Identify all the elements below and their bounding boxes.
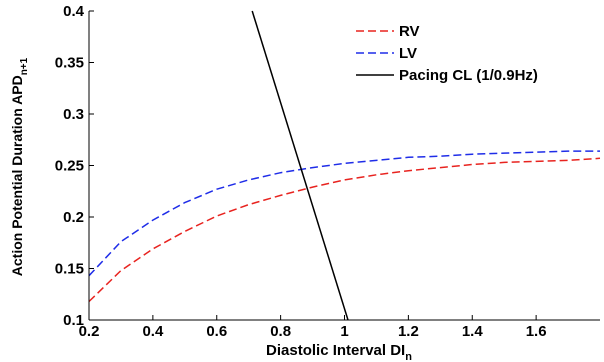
ticks-layer: 0.2 0.4 0.6 0.8 1 1.2 1.4 1.6 0.1 0.15 0.2 0.25 0.3 0…: [55, 3, 547, 340]
x-tick-label: 0.8: [270, 323, 291, 340]
legend-label: LV: [399, 45, 417, 62]
y-tick-label: 0.2: [63, 209, 84, 226]
x-tick-label: 0.2: [79, 323, 100, 340]
x-axis-label: Diastolic Interval DIn: [266, 342, 412, 362]
x-tick-label: 1: [340, 323, 348, 340]
x-tick-label: 1.6: [526, 323, 547, 340]
x-tick-label: 1.4: [462, 323, 484, 340]
x-tick-label: 0.4: [142, 323, 164, 340]
series-line-2: [88, 150, 600, 277]
y-tick-label: 0.4: [63, 3, 85, 20]
x-axis-label-main: Diastolic Interval DI: [266, 342, 405, 359]
y-axis-label: Action Potential Duration APDn+1: [9, 57, 30, 276]
legend: RV LV Pacing CL (1/0.9Hz): [356, 23, 538, 84]
y-tick-label: 0.3: [63, 106, 84, 123]
y-tick-label: 0.25: [55, 158, 84, 175]
series-line-3: [251, 10, 349, 321]
y-axis-label-subscript: n+1: [19, 57, 30, 75]
x-tick-label: 1.2: [398, 323, 419, 340]
y-tick-label: 0.35: [55, 55, 84, 72]
x-tick-label: 0.6: [206, 323, 227, 340]
y-tick-label: 0.1: [63, 312, 84, 329]
y-tick-label: 0.15: [55, 261, 84, 278]
series-layer: [88, 10, 601, 321]
legend-label: Pacing CL (1/0.9Hz): [399, 67, 538, 84]
legend-label: RV: [399, 23, 420, 40]
series-line-1: [88, 157, 601, 303]
y-axis-label-main: Action Potential Duration APD: [9, 75, 25, 276]
x-axis-label-subscript: n: [405, 351, 412, 362]
